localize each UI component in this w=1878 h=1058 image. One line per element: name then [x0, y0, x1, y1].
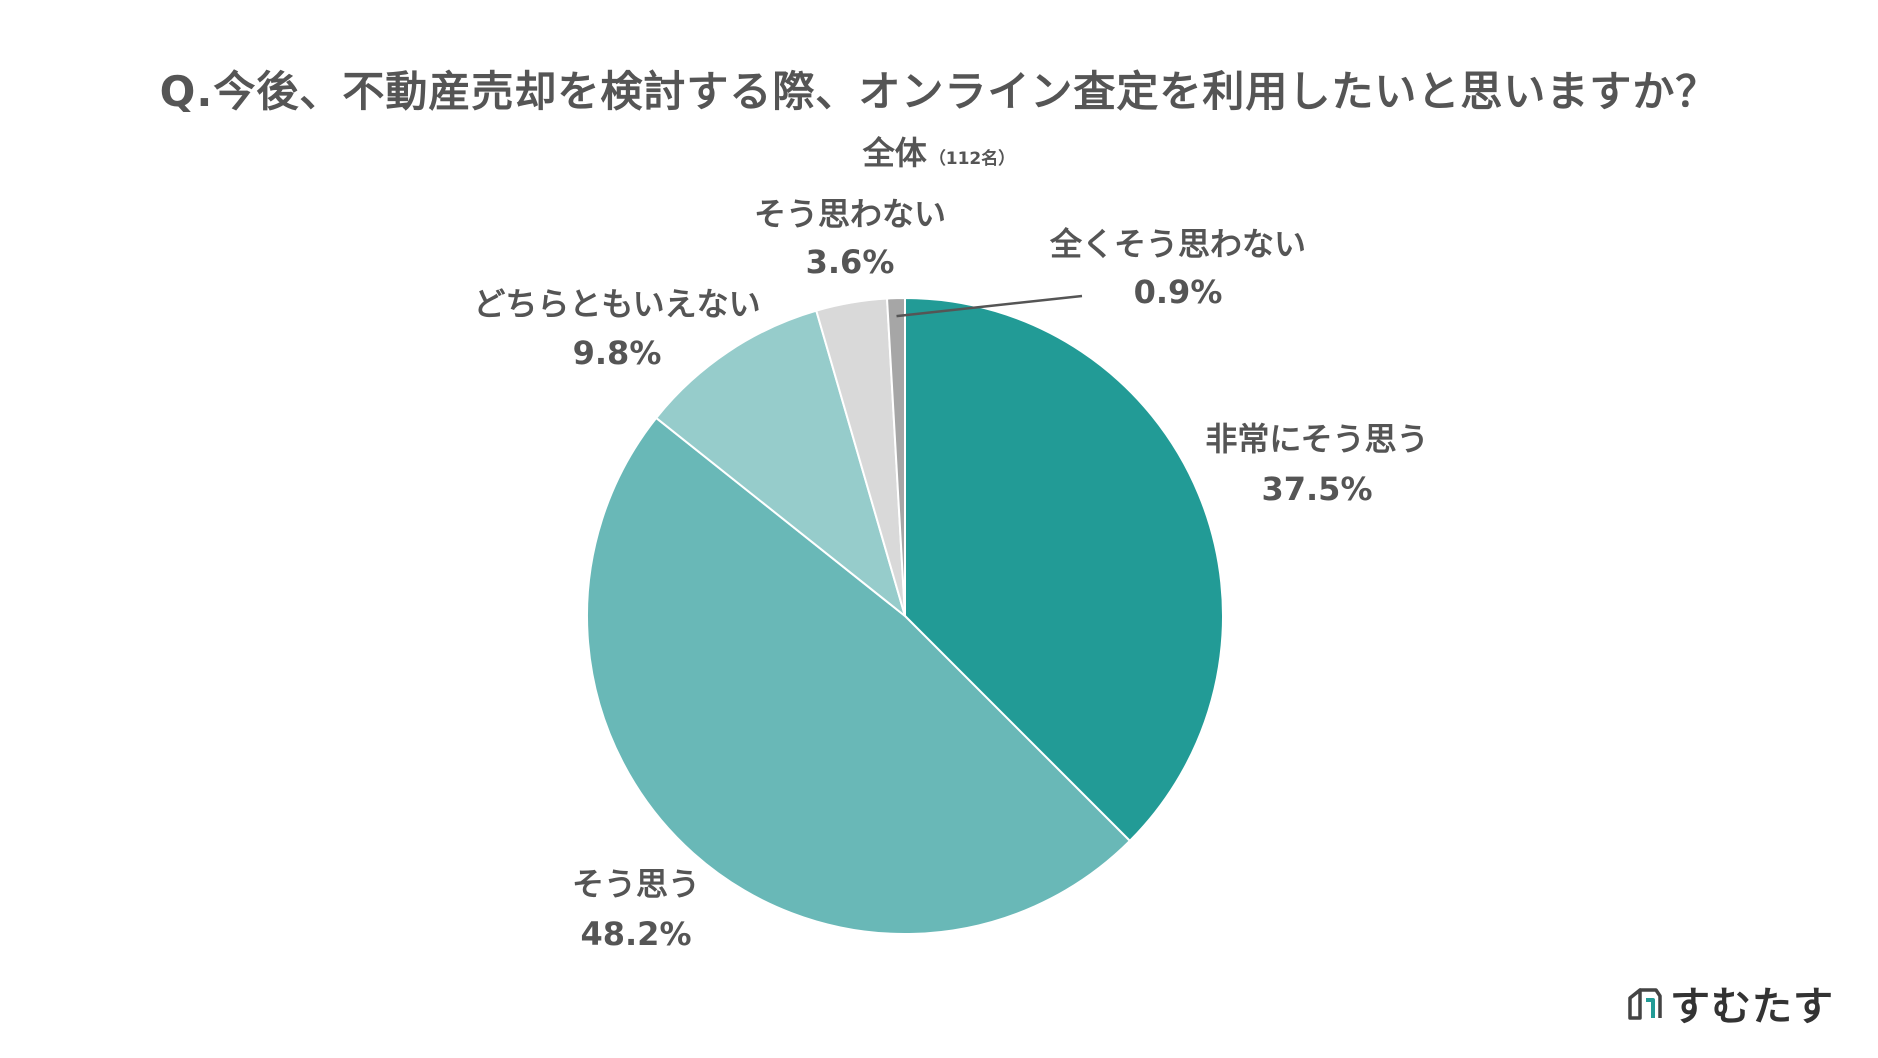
slice-value-3: 9.8% — [573, 334, 662, 372]
pie-slice-5 — [885, 296, 906, 617]
slice-value-1: 37.5% — [1261, 470, 1372, 508]
slice-value-5: 0.9% — [1134, 273, 1223, 311]
pie-slice-3 — [654, 309, 907, 619]
slice-label-4: そう思わない — [754, 195, 946, 233]
slice-label-1: 非常にそう思う — [1205, 420, 1428, 458]
slice-label-5: 全くそう思わない — [1049, 225, 1306, 263]
pie-slice-1 — [904, 296, 1224, 843]
house-logo-icon — [1628, 988, 1662, 1020]
slice-label-2: そう思う — [572, 865, 700, 903]
slice-value-2: 48.2% — [580, 915, 691, 953]
pie-labels: 非常にそう思う 37.5% そう思う 48.2% どちらともいえない 9.8% そう思わない… — [473, 195, 1428, 953]
pie-slice-2 — [586, 416, 1132, 935]
chart-title: Q.今後、不動産売却を検討する際、オンライン査定を利用したいと思いますか？ — [159, 67, 1719, 116]
chart-subtitle: 全体 （112名） — [0, 128, 1878, 174]
brand-name: すむたす — [1670, 984, 1834, 1030]
subtitle-main: 全体 — [862, 134, 927, 172]
pie-slices — [586, 296, 1224, 935]
slice-label-3: どちらともいえない — [473, 285, 760, 323]
leader-line-slice-5 — [896, 294, 1083, 318]
slice-value-4: 3.6% — [806, 243, 895, 281]
subtitle-note: （112名） — [928, 149, 1016, 169]
brand-logo: すむたす — [1626, 974, 1834, 1032]
